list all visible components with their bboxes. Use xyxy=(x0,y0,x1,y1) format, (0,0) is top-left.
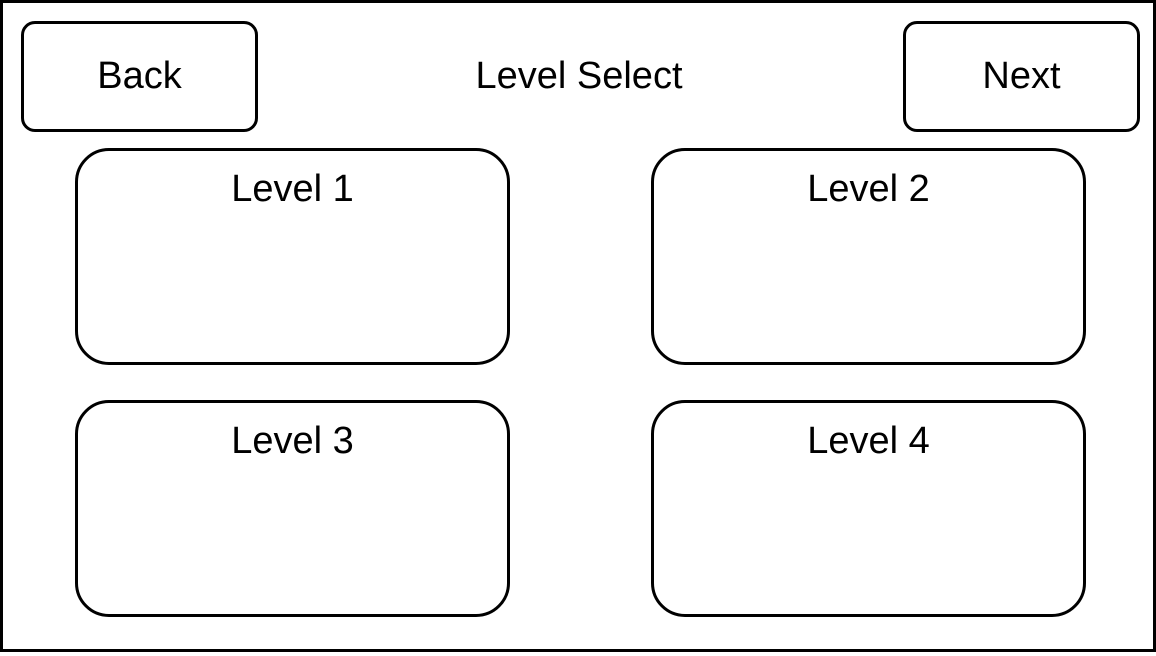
level-2-label: Level 2 xyxy=(807,168,930,210)
next-button-label: Next xyxy=(982,55,1061,97)
back-button[interactable]: Back xyxy=(21,21,258,132)
level-3-card[interactable]: Level 3 xyxy=(75,400,510,617)
back-button-label: Back xyxy=(97,55,182,97)
level-1-card[interactable]: Level 1 xyxy=(75,148,510,365)
level-3-label: Level 3 xyxy=(231,420,354,462)
next-button[interactable]: Next xyxy=(903,21,1140,132)
level-2-card[interactable]: Level 2 xyxy=(651,148,1086,365)
page-title: Level Select xyxy=(475,55,683,97)
level-1-label: Level 1 xyxy=(231,168,354,210)
level-4-card[interactable]: Level 4 xyxy=(651,400,1086,617)
level-4-label: Level 4 xyxy=(807,420,930,462)
